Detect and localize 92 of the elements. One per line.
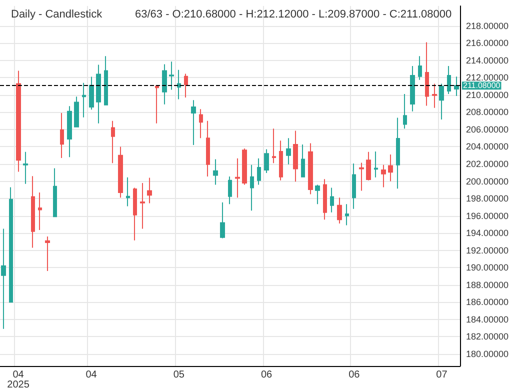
y-tick-label: 192.00000 — [466, 245, 509, 256]
candlestick — [1, 228, 6, 330]
candlestick — [82, 82, 86, 118]
y-tick-label: 202.00000 — [466, 158, 509, 169]
chart-title: Daily - Candlestick — [11, 8, 103, 20]
candlestick — [301, 144, 305, 178]
x-tick-label: 06 — [348, 370, 360, 380]
candlestick — [257, 158, 261, 186]
candlestick — [366, 151, 371, 181]
candlestick — [96, 64, 101, 124]
candlestick — [235, 158, 240, 198]
chart-subtitle: 63/63 - O:210.68000 - H:212.12000 - L:209.87000 - C:211.08000 — [135, 8, 452, 20]
y-tick-label: 208.00000 — [466, 107, 509, 118]
candlestick — [45, 236, 50, 272]
candlestick — [293, 130, 298, 182]
candlestick — [381, 164, 386, 188]
y-tick-label: 214.00000 — [466, 55, 509, 66]
candlestick — [447, 66, 451, 95]
candlestick — [162, 64, 167, 105]
candlestick — [323, 178, 327, 220]
candlestick — [89, 76, 94, 110]
y-tick-label: 204.00000 — [466, 142, 509, 152]
x-tick-label: 05 — [173, 370, 185, 380]
candlestick — [118, 146, 123, 198]
candlestick — [228, 176, 232, 205]
candlestick — [53, 168, 57, 218]
candlestick — [279, 140, 283, 181]
candlestick — [359, 162, 364, 192]
candlestick — [60, 112, 64, 158]
y-tick-label: 180.00000 — [466, 348, 509, 359]
candlestick — [9, 186, 13, 303]
candlestick — [104, 56, 108, 106]
candlestick — [264, 148, 269, 174]
candlestick — [403, 94, 407, 130]
candlestick — [345, 204, 349, 226]
candlestick — [133, 187, 137, 241]
y-tick-label: 190.00000 — [466, 262, 509, 273]
y-tick-label: 218.00000 — [466, 20, 509, 31]
ref-line-label: 211.08000 — [463, 81, 501, 90]
candlestick — [199, 108, 203, 139]
candlestick — [23, 151, 28, 184]
candlestick — [454, 76, 459, 97]
candlestick — [31, 176, 35, 248]
candlestick — [177, 69, 181, 100]
candlestick — [374, 150, 378, 178]
candlestick — [425, 42, 429, 106]
candlestick — [16, 70, 21, 172]
candlestick — [242, 148, 247, 186]
candlestick — [126, 176, 130, 207]
candlestick — [74, 96, 79, 128]
candlestick — [315, 184, 320, 205]
candlestick — [184, 73, 188, 98]
candlestick — [147, 177, 152, 204]
y-tick-label: 182.00000 — [466, 332, 509, 342]
x-tick-label: 07 — [436, 370, 448, 380]
y-tick-label: 198.00000 — [466, 194, 509, 204]
y-tick-label: 210.00000 — [466, 90, 509, 100]
candlestick — [418, 56, 422, 80]
y-tick-label: 194.00000 — [466, 228, 509, 238]
y-tick-label: 184.00000 — [466, 314, 509, 324]
candlestick — [111, 120, 115, 164]
candlestick — [191, 100, 196, 146]
candlestick — [67, 106, 72, 158]
candlestick — [432, 83, 437, 108]
candlestick — [38, 192, 42, 231]
candlestick — [140, 182, 145, 230]
y-tick-label: 188.00000 — [466, 280, 509, 290]
candlestick — [169, 61, 174, 90]
x-tick-label: 06 — [260, 370, 273, 380]
candlestick — [206, 120, 210, 178]
y-tick-label: 216.00000 — [466, 38, 509, 48]
y-tick-label: 186.00000 — [466, 297, 509, 308]
candlestick — [272, 128, 276, 164]
candlestick — [330, 187, 334, 213]
candlestick — [155, 84, 159, 124]
y-tick-label: 212.00000 — [466, 72, 509, 83]
candlestick — [388, 154, 393, 182]
candlestick — [439, 83, 444, 120]
y-tick-label: 206.00000 — [466, 124, 509, 134]
candlestick — [250, 164, 254, 212]
candlestick — [220, 202, 225, 239]
candlestick — [286, 138, 291, 165]
candlestick — [410, 66, 415, 112]
x-tick-label: 04 2025 — [7, 370, 30, 390]
y-tick-label: 196.00000 — [466, 210, 509, 221]
candlestick — [337, 197, 342, 224]
x-tick-label: 04 — [86, 370, 98, 380]
candlestick — [213, 158, 218, 186]
candlestick — [352, 163, 356, 210]
candlestick — [308, 142, 313, 195]
y-tick-label: 200.00000 — [466, 176, 509, 186]
candlestick — [396, 117, 400, 190]
